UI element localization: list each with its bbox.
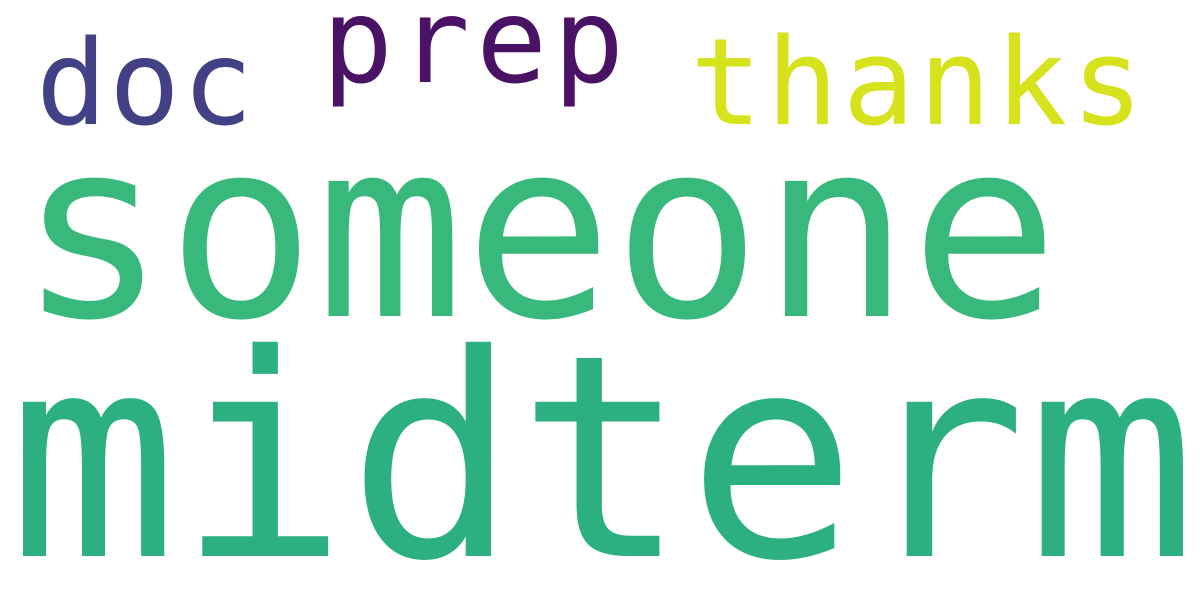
word-doc: doc (36, 14, 256, 152)
word-prep: prep (322, 0, 631, 110)
word-midterm: midterm (8, 294, 1197, 600)
word-someone: someone (18, 88, 1059, 375)
word-thanks: thanks (690, 14, 1148, 153)
